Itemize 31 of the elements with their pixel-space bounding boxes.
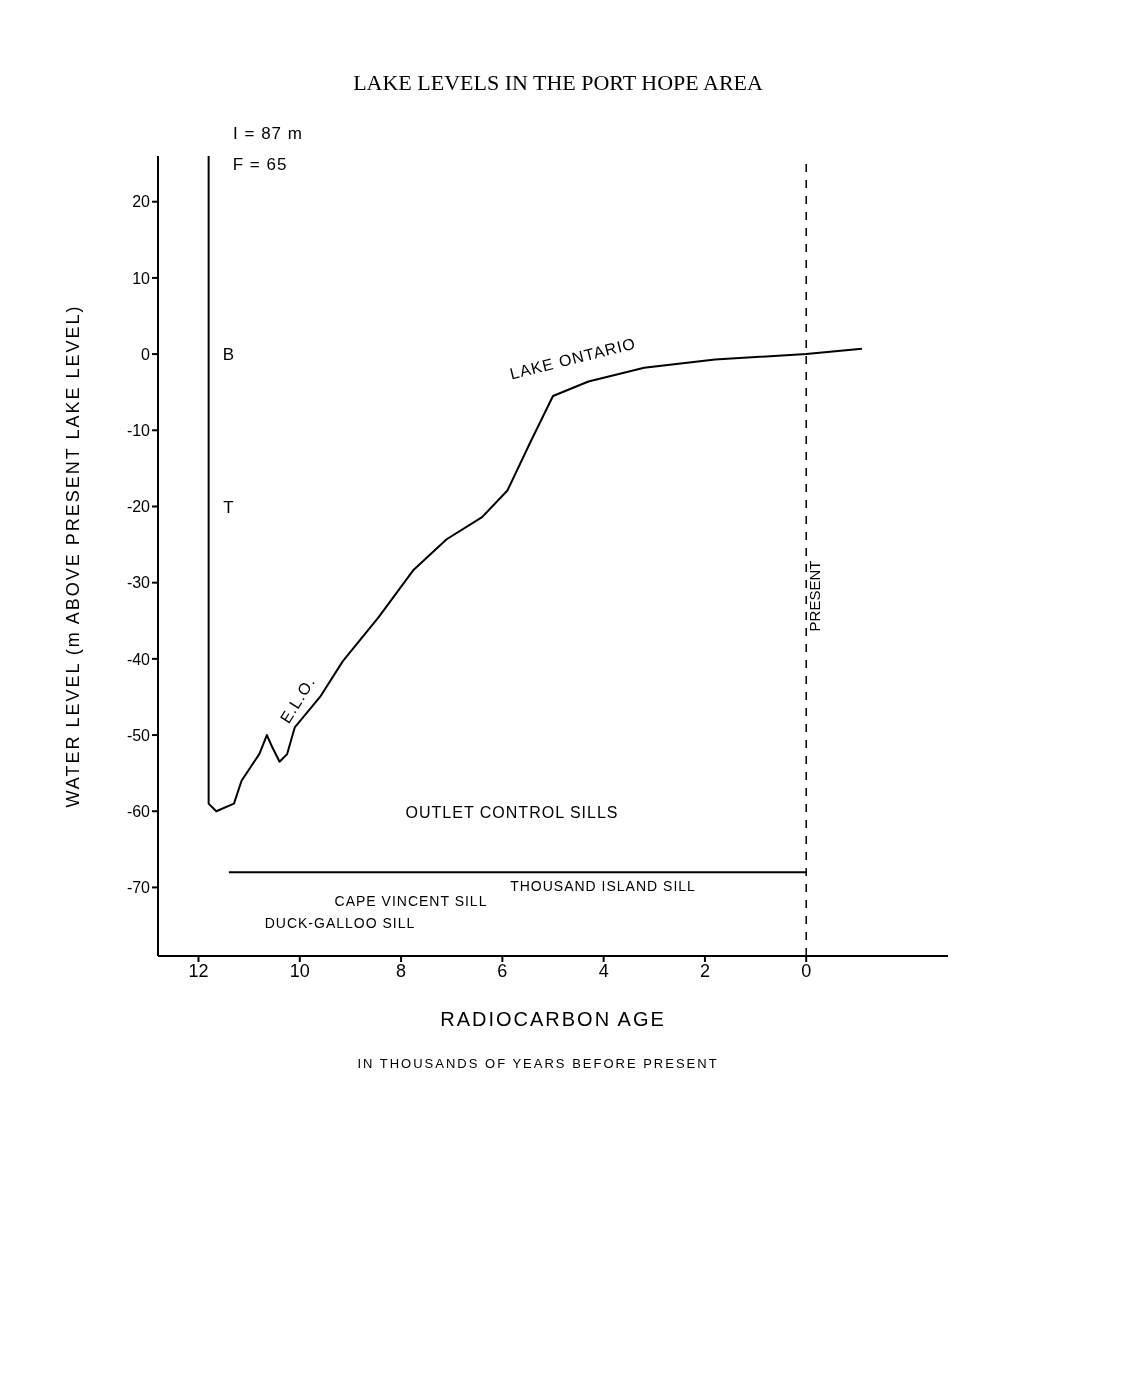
- annotation: CAPE VINCENT SILL: [334, 893, 488, 909]
- y-tick-label: 0: [141, 345, 151, 363]
- y-tick-label: -10: [126, 421, 151, 439]
- x-tick-label: 10: [289, 960, 310, 981]
- ref-line-label: PRESENT: [806, 560, 824, 632]
- x-tick-label: 8: [396, 960, 407, 981]
- chart-title: LAKE LEVELS IN THE PORT HOPE AREA: [352, 70, 764, 96]
- annotation: OUTLET CONTROL SILLS: [405, 804, 619, 822]
- x-tick-label: 6: [497, 960, 508, 981]
- x-axis-title: RADIOCARBON AGE: [440, 1008, 666, 1030]
- x-tick-label: 2: [699, 960, 710, 981]
- y-tick-label: 10: [132, 269, 151, 287]
- y-tick-label: -30: [126, 574, 151, 592]
- x-tick-label: 4: [598, 960, 609, 981]
- text: IN THOUSANDS OF YEARS BEFORE PRESENT: [356, 1056, 720, 1071]
- annotation: THOUSAND ISLAND SILL: [510, 878, 696, 894]
- annotation: B: [222, 345, 236, 365]
- annotation: F = 65: [232, 155, 288, 175]
- y-tick-label: -20: [126, 498, 151, 516]
- text: I = 87 m: [233, 124, 303, 144]
- y-tick-label: -50: [126, 726, 151, 744]
- y-axis-title: WATER LEVEL (m ABOVE PRESENT LAKE LEVEL): [63, 304, 84, 808]
- annotation: DUCK-GALLOO SILL: [264, 915, 416, 931]
- y-tick-label: -60: [126, 802, 151, 820]
- annotation: LAKE ONTARIO: [508, 334, 638, 384]
- x-tick-label: 0: [801, 960, 812, 981]
- annotation: T: [223, 498, 235, 518]
- y-tick-label: -70: [126, 879, 151, 897]
- y-tick-label: 20: [132, 193, 151, 211]
- y-tick-label: -40: [126, 650, 151, 668]
- x-tick-label: 12: [188, 960, 209, 981]
